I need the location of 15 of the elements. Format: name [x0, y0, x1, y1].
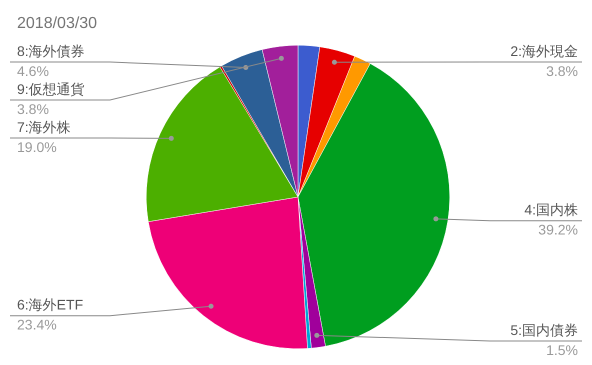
slice-label: 4:国内株 — [524, 202, 578, 218]
data-label: 39.2% — [538, 222, 578, 238]
slice-label: 8:海外債券 — [17, 42, 85, 59]
data-label: 4.6% — [17, 62, 49, 79]
slice-label: 9:仮想通貨 — [17, 80, 85, 97]
chart-title: 2018/03/30 — [17, 15, 98, 32]
slice-label: 2:海外現金 — [510, 42, 578, 59]
slice-label: 6:海外ETF — [17, 296, 84, 313]
data-label: 1.5% — [546, 342, 578, 358]
data-label: 3.8% — [546, 62, 578, 79]
slice-label: 7:海外株 — [17, 118, 71, 135]
data-label: 19.0% — [17, 138, 57, 155]
slice-label: 5:国内債券 — [510, 322, 578, 338]
data-label: 23.4% — [17, 316, 57, 333]
data-label: 3.8% — [17, 100, 49, 117]
